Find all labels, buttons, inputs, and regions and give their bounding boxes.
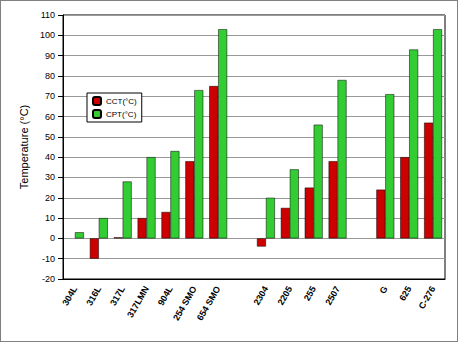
svg-text:316L: 316L bbox=[84, 284, 103, 307]
svg-text:625: 625 bbox=[397, 284, 413, 302]
svg-text:-20: -20 bbox=[42, 274, 55, 284]
svg-text:G: G bbox=[377, 284, 389, 295]
svg-text:-10: -10 bbox=[42, 254, 55, 264]
svg-text:654 SMO: 654 SMO bbox=[195, 284, 223, 322]
svg-text:304L: 304L bbox=[60, 284, 79, 307]
svg-text:110: 110 bbox=[41, 10, 55, 20]
svg-text:254 SMO: 254 SMO bbox=[171, 284, 199, 323]
svg-text:10: 10 bbox=[45, 213, 55, 223]
svg-text:255: 255 bbox=[302, 284, 318, 302]
svg-text:CCT(°C): CCT(°C) bbox=[106, 97, 137, 106]
svg-text:40: 40 bbox=[45, 152, 55, 162]
svg-text:80: 80 bbox=[45, 71, 55, 81]
svg-text:904L: 904L bbox=[156, 284, 175, 307]
svg-text:70: 70 bbox=[45, 91, 55, 101]
svg-text:Temperature (°C): Temperature (°C) bbox=[18, 105, 30, 189]
svg-text:90: 90 bbox=[45, 51, 55, 61]
svg-text:50: 50 bbox=[45, 132, 55, 142]
svg-text:CPT(°C): CPT(°C) bbox=[106, 110, 137, 119]
svg-text:2507: 2507 bbox=[323, 284, 342, 306]
svg-text:30: 30 bbox=[45, 172, 55, 182]
svg-text:60: 60 bbox=[45, 112, 55, 122]
svg-text:20: 20 bbox=[45, 193, 55, 203]
svg-text:2304: 2304 bbox=[252, 284, 271, 306]
svg-text:0: 0 bbox=[50, 233, 55, 243]
svg-text:317LMN: 317LMN bbox=[125, 284, 151, 319]
svg-text:2205: 2205 bbox=[275, 284, 294, 306]
svg-text:100: 100 bbox=[40, 30, 55, 40]
svg-text:C-276: C-276 bbox=[416, 284, 437, 310]
svg-text:317L: 317L bbox=[108, 284, 127, 307]
